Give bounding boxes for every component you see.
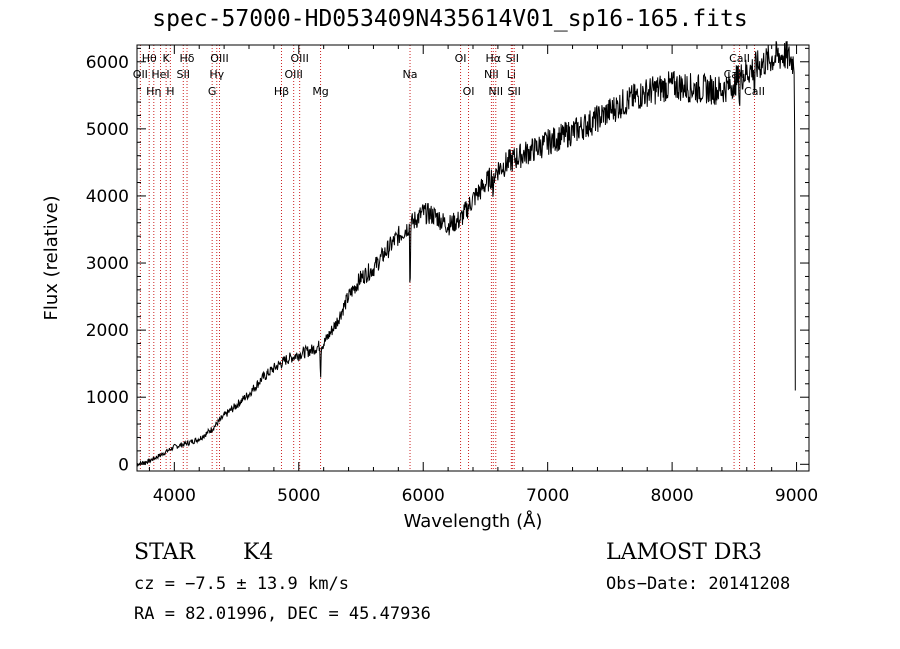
observation-date: Obs−Date: 20141208 [606,574,791,594]
object-class: STAR [134,540,195,565]
line-label: Hθ [142,52,157,65]
y-tick-label: 5000 [86,120,129,140]
x-tick-label: 4000 [153,486,196,506]
line-label: Mg [312,85,328,98]
line-label: OII [133,68,148,81]
line-label: Na [403,68,418,81]
x-tick-label: 8000 [650,486,693,506]
line-label: Hη [146,85,161,98]
coordinates: RA = 82.01996, DEC = 45.47936 [134,604,431,624]
line-label: CaII [729,52,750,65]
line-label: OI [463,85,475,98]
x-axis-label: Wavelength (Å) [404,510,543,532]
line-label: SII [507,85,520,98]
y-tick-label: 4000 [86,187,129,207]
line-label: Hγ [209,68,224,81]
y-tick-label: 3000 [86,254,129,274]
x-tick-label: 7000 [526,486,569,506]
spectrum-line [136,41,796,467]
line-label: Li [507,68,516,81]
line-label: K [163,52,171,65]
survey-name: LAMOST DR3 [606,540,762,565]
y-tick-label: 1000 [86,388,129,408]
line-label: OIII [210,52,228,65]
line-label: SII [177,68,190,81]
line-label: OIII [290,52,308,65]
chart-title: spec-57000-HD053409N435614V01_sp16-165.f… [152,6,748,32]
line-label: SII [506,52,519,65]
redshift-cz: cz = −7.5 ± 13.9 km/s [134,574,349,594]
line-label: NII [488,85,503,98]
x-tick-label: 9000 [775,486,818,506]
line-label: Hδ [180,52,195,65]
line-label: Hα [486,52,502,65]
y-axis-label: Flux (relative) [41,195,62,320]
x-tick-label: 5000 [277,486,320,506]
line-label: NII [484,68,499,81]
line-label: H [166,85,174,98]
line-label: G [208,85,217,98]
line-label: HeI [151,68,169,81]
y-tick-label: 0 [118,455,129,475]
y-tick-label: 6000 [86,53,129,73]
object-subclass: K4 [243,540,274,565]
line-label: OIII [284,68,302,81]
x-tick-label: 6000 [402,486,445,506]
line-label: OI [455,52,467,65]
line-label: Hβ [274,85,289,98]
y-tick-label: 2000 [86,321,129,341]
